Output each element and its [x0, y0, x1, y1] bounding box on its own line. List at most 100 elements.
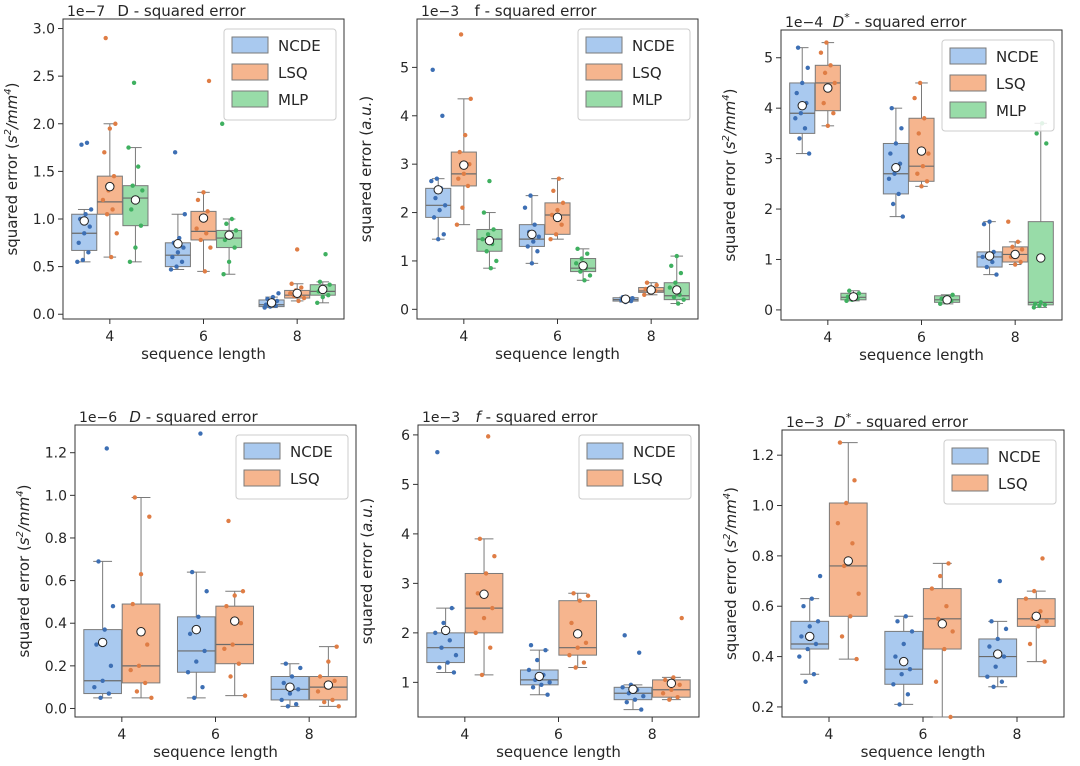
data-point — [843, 500, 849, 506]
data-point — [147, 514, 152, 519]
mean-marker — [191, 624, 201, 635]
data-point — [813, 641, 819, 647]
data-point — [83, 212, 88, 217]
data-point — [435, 450, 440, 455]
y-tick-label: 0.4 — [45, 616, 67, 632]
data-point — [170, 254, 175, 260]
data-point — [805, 65, 810, 71]
data-point — [477, 536, 483, 542]
chart-panel-2: 0 1 2 3 4 5 4 6 8 sequence length squared error (a… — [357, 2, 699, 363]
data-point — [555, 207, 560, 213]
data-point — [484, 249, 489, 254]
y-tick-label: 4 — [764, 101, 773, 117]
data-point — [530, 685, 536, 690]
data-point — [981, 221, 987, 227]
data-point — [279, 697, 284, 703]
data-point — [323, 252, 328, 257]
box-lsq-8 — [309, 644, 348, 709]
box-lsq-6 — [190, 78, 217, 274]
data-point — [200, 684, 205, 690]
y-axis-label: squared error (s2/mm4) — [721, 88, 739, 261]
box-ncde-8 — [978, 578, 1018, 689]
data-point — [933, 679, 939, 684]
data-point — [926, 151, 931, 156]
data-point — [916, 131, 921, 136]
data-point — [900, 214, 905, 219]
y-tick-label: 1.5 — [33, 164, 55, 180]
data-point — [100, 678, 105, 683]
data-point — [88, 207, 94, 212]
data-point — [929, 586, 935, 591]
mean-marker — [130, 195, 141, 205]
y-axis-label: squared error (a.u.) — [358, 498, 376, 644]
legend: NCDE LSQ — [578, 434, 692, 500]
data-point — [990, 259, 995, 265]
data-point — [545, 692, 550, 697]
data-point — [330, 697, 335, 703]
data-point — [488, 265, 494, 271]
data-point — [579, 256, 584, 261]
data-point — [577, 598, 582, 603]
data-point — [991, 684, 996, 689]
data-point — [238, 621, 244, 626]
box-mlp-6 — [570, 246, 597, 283]
legend-label-ncde: NCDE — [290, 443, 333, 461]
data-point — [479, 672, 485, 678]
data-point — [294, 247, 300, 252]
data-point — [441, 232, 446, 237]
data-point — [1042, 659, 1047, 664]
data-point — [441, 620, 446, 626]
data-point — [242, 693, 248, 698]
data-point — [624, 699, 629, 705]
mean-marker — [899, 656, 909, 667]
data-point — [801, 604, 806, 609]
data-point — [535, 657, 540, 663]
box-lsq-8 — [1002, 219, 1029, 267]
data-point — [149, 695, 154, 701]
data-point — [220, 121, 225, 126]
legend-label-mlp: MLP — [632, 91, 662, 109]
data-point — [848, 614, 853, 619]
legend-swatch-ncde — [231, 36, 269, 54]
data-point — [108, 663, 114, 669]
box-iqr — [1027, 221, 1054, 306]
data-point — [1010, 244, 1015, 250]
data-point — [92, 684, 97, 690]
data-point — [195, 197, 201, 203]
data-point — [818, 50, 824, 55]
data-point — [815, 619, 821, 624]
data-point — [461, 171, 467, 177]
box-ncde-8 — [270, 661, 310, 709]
mean-marker — [578, 261, 588, 271]
mean-marker — [984, 251, 995, 261]
data-point — [226, 259, 232, 265]
data-point — [281, 680, 286, 686]
data-point — [298, 665, 303, 671]
legend-swatch-mlp — [585, 90, 623, 108]
y-tick-label: 0.0 — [45, 701, 67, 717]
data-point — [1044, 619, 1049, 624]
data-point — [204, 589, 209, 594]
data-point — [445, 660, 450, 665]
data-point — [222, 237, 228, 243]
data-point — [907, 666, 913, 672]
data-point — [677, 682, 682, 688]
data-point — [1040, 556, 1045, 561]
box-ncde-6 — [176, 431, 216, 701]
data-point — [80, 257, 86, 263]
data-point — [888, 151, 893, 156]
data-point — [522, 205, 528, 210]
x-axis-label: sequence length — [153, 743, 278, 761]
box-mlp-6 — [216, 121, 243, 277]
mean-marker — [285, 682, 295, 692]
data-point — [528, 193, 533, 198]
data-point — [671, 675, 676, 680]
data-point — [536, 234, 541, 239]
data-point — [667, 285, 673, 290]
x-tick-label: 6 — [199, 329, 208, 345]
x-tick-label: 4 — [459, 329, 468, 345]
data-point — [841, 563, 847, 569]
data-point — [892, 171, 897, 176]
data-point — [987, 219, 992, 224]
data-point — [1031, 305, 1037, 310]
